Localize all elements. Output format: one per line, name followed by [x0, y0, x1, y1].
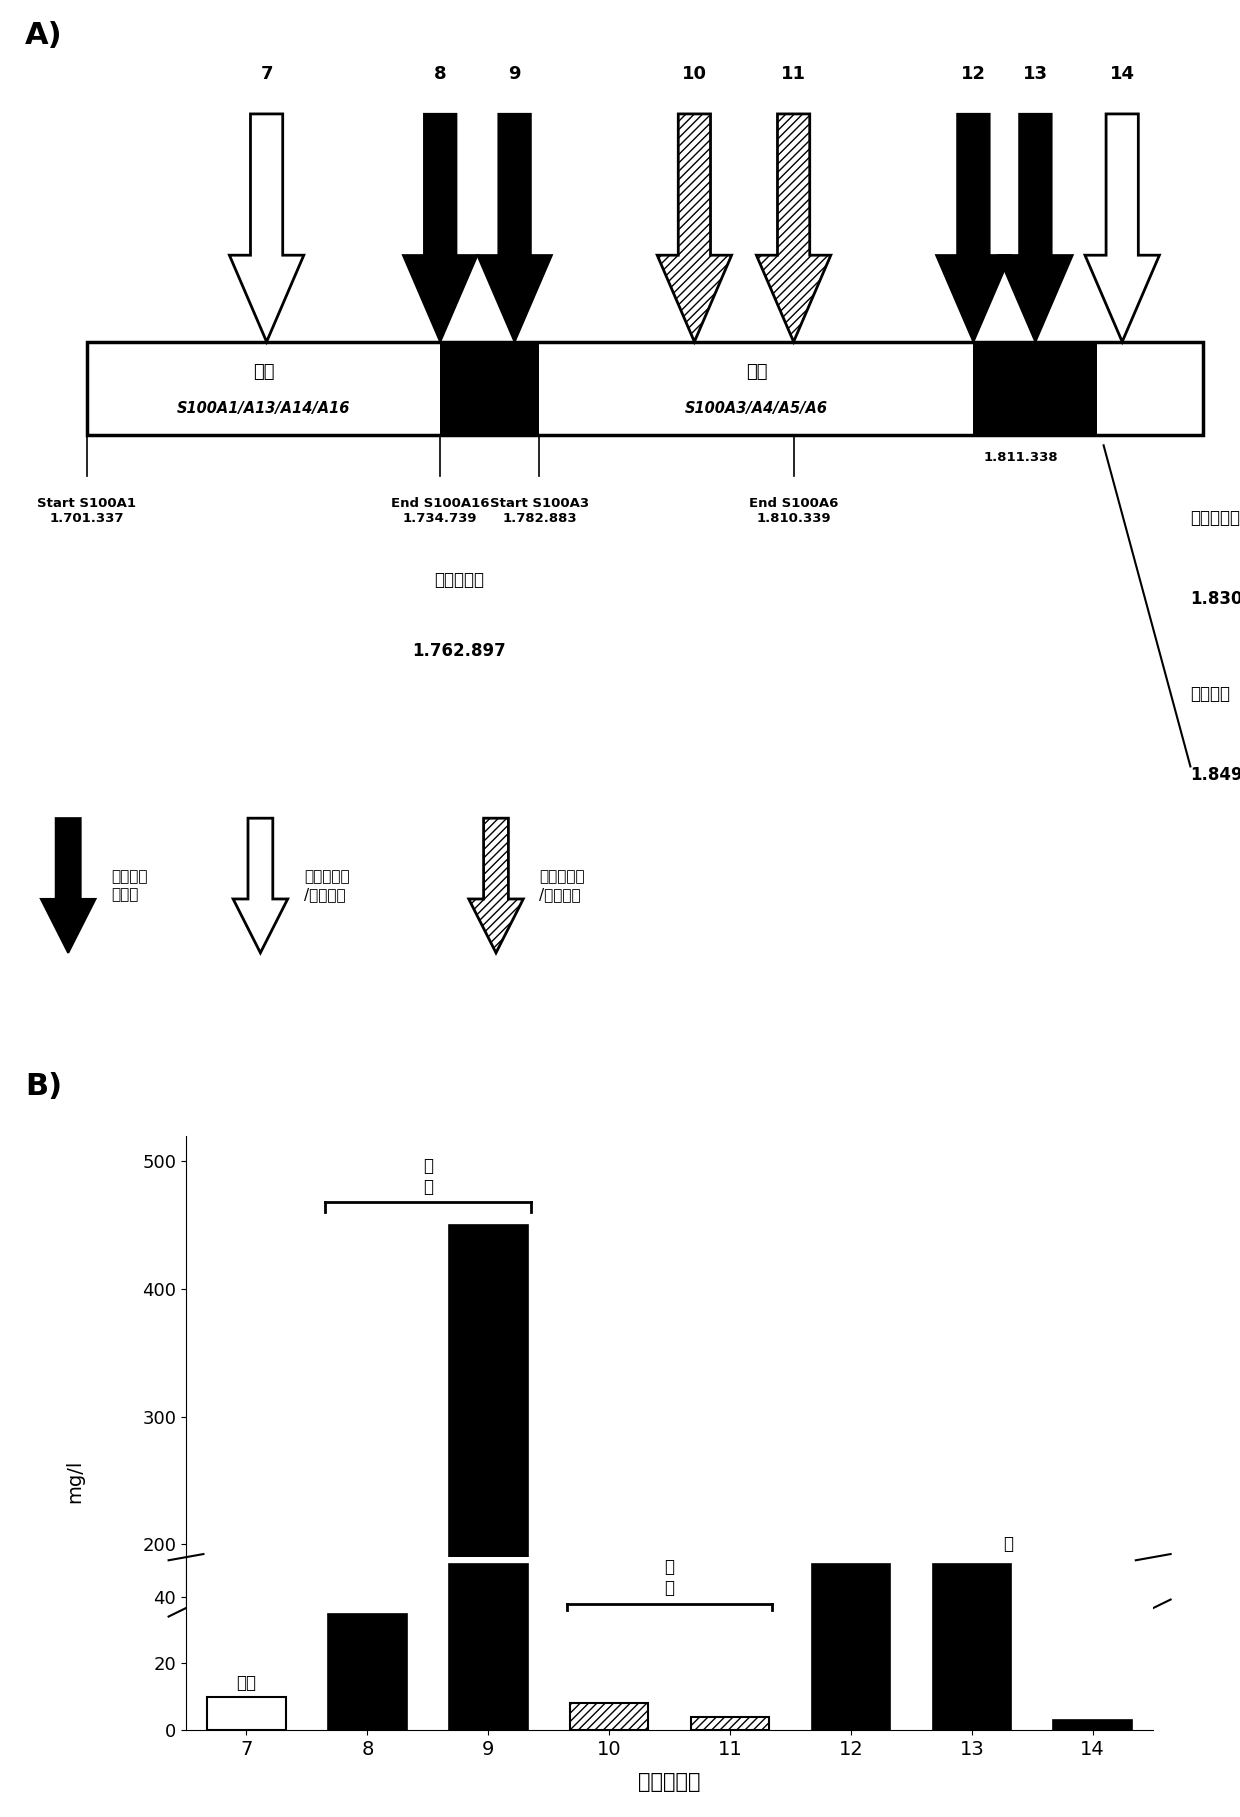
Text: A): A) [25, 20, 62, 49]
Bar [87, 342, 1203, 434]
Text: 非破坏性低
/非生产的: 非破坏性低 /非生产的 [304, 869, 350, 901]
Text: B): B) [25, 1072, 62, 1101]
Text: Start S100A3
1.782.883: Start S100A3 1.782.883 [490, 498, 589, 525]
Polygon shape [998, 114, 1073, 342]
Bar [812, 1564, 890, 1730]
Bar [1054, 1721, 1132, 1730]
Polygon shape [936, 114, 1011, 342]
Bar [691, 1717, 769, 1730]
Text: 1.762.897: 1.762.897 [412, 641, 506, 660]
Text: 1.811.338: 1.811.338 [983, 451, 1058, 463]
Polygon shape [1085, 114, 1159, 342]
Text: 脱靶: 脱靶 [237, 1673, 257, 1692]
Text: 8: 8 [434, 65, 446, 84]
Text: End S100A6
1.810.339: End S100A6 1.810.339 [749, 498, 838, 525]
Bar [440, 342, 539, 434]
Polygon shape [756, 114, 831, 342]
Bar [329, 1613, 407, 1730]
Bar [449, 1564, 527, 1730]
Text: 7: 7 [260, 65, 273, 84]
Bar [812, 1595, 890, 1608]
Text: 支架末端: 支架末端 [1190, 685, 1230, 703]
Polygon shape [229, 114, 304, 342]
Text: S100A1/A13/A14/A16: S100A1/A13/A14/A16 [177, 402, 350, 416]
Text: 13: 13 [1023, 65, 1048, 84]
Text: 10: 10 [682, 65, 707, 84]
Text: mg/l: mg/l [64, 1459, 84, 1503]
Text: Start S100A1
1.701.337: Start S100A1 1.701.337 [37, 498, 136, 525]
Text: 14: 14 [1110, 65, 1135, 84]
Text: 主簇: 主簇 [745, 363, 768, 380]
X-axis label: 整合基因座: 整合基因座 [639, 1772, 701, 1792]
Text: 9: 9 [508, 65, 521, 84]
Text: 12: 12 [961, 65, 986, 84]
Text: 侧簇: 侧簇 [253, 363, 274, 380]
Text: 1.830.338: 1.830.338 [1190, 591, 1240, 609]
Text: 1.849.296: 1.849.296 [1190, 767, 1240, 785]
Text: 上
游: 上 游 [423, 1157, 433, 1196]
Text: 非破坏性低
/非生产的: 非破坏性低 /非生产的 [539, 869, 585, 901]
Text: 上
游: 上 游 [665, 1559, 675, 1597]
Bar [932, 1564, 1011, 1730]
Text: 末端下游区: 末端下游区 [1190, 509, 1240, 527]
Bar [932, 1595, 1011, 1608]
Polygon shape [657, 114, 732, 342]
Polygon shape [477, 114, 552, 342]
Bar [207, 1697, 285, 1730]
Bar [973, 342, 1097, 434]
Text: 起始上游区: 起始上游区 [434, 571, 484, 589]
Polygon shape [41, 818, 95, 952]
Bar [449, 1225, 527, 1608]
Text: End S100A16
1.734.739: End S100A16 1.734.739 [391, 498, 490, 525]
Text: 11: 11 [781, 65, 806, 84]
Text: S100A3/A4/A5/A6: S100A3/A4/A5/A6 [684, 402, 828, 416]
Text: 非破坏性
生产的: 非破坏性 生产的 [112, 869, 148, 901]
Text: 下
游: 下 游 [1003, 1535, 1013, 1574]
Polygon shape [403, 114, 477, 342]
Polygon shape [469, 818, 523, 952]
Bar [570, 1703, 649, 1730]
Polygon shape [233, 818, 288, 952]
